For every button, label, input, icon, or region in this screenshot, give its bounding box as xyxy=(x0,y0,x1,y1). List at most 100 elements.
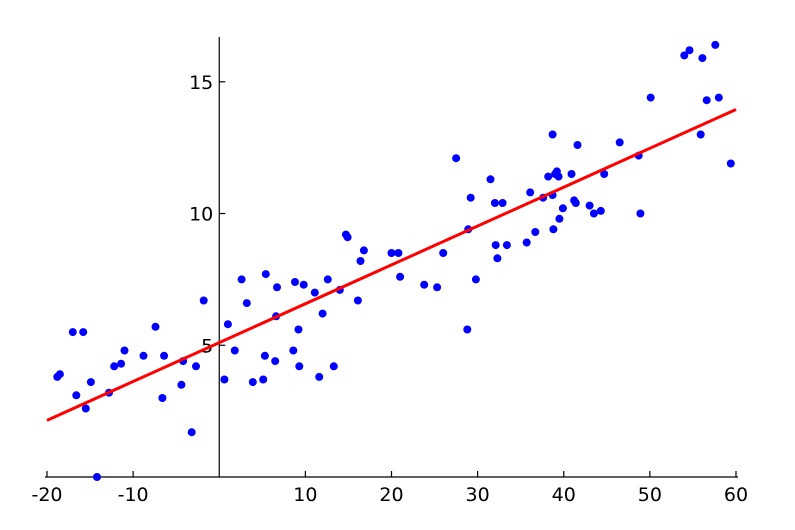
x-tick-label: 60 xyxy=(724,484,748,506)
data-point xyxy=(120,346,129,355)
data-point xyxy=(261,270,270,279)
x-tick-label: 30 xyxy=(466,484,490,506)
data-point xyxy=(151,322,160,331)
data-point xyxy=(636,209,645,218)
data-point xyxy=(273,283,281,292)
data-point xyxy=(260,351,269,360)
data-point xyxy=(549,225,558,234)
data-point xyxy=(242,299,251,308)
data-point xyxy=(299,280,308,289)
data-point xyxy=(646,93,655,102)
data-point xyxy=(685,46,694,55)
data-point xyxy=(86,378,95,387)
data-point xyxy=(439,249,448,257)
data-point xyxy=(526,188,535,197)
regression-line xyxy=(46,108,737,422)
x-tick-label: 40 xyxy=(552,484,576,506)
data-point xyxy=(463,325,472,334)
data-point xyxy=(237,275,246,284)
data-point xyxy=(68,328,77,337)
data-point xyxy=(600,170,609,178)
data-point xyxy=(387,249,396,257)
data-points xyxy=(53,40,735,481)
data-point xyxy=(329,362,338,371)
data-point xyxy=(396,272,405,281)
y-tick-label: 10 xyxy=(189,204,213,226)
x-tick-label: 10 xyxy=(293,484,317,506)
data-point xyxy=(117,359,126,368)
data-point xyxy=(248,378,257,387)
data-point xyxy=(291,278,299,286)
data-point xyxy=(394,249,403,257)
data-point xyxy=(531,228,540,236)
data-point xyxy=(714,93,723,102)
data-point xyxy=(490,199,499,207)
data-point xyxy=(522,238,531,247)
x-axis-ticks: -20 -10 10 20 30 40 50 60 xyxy=(31,471,748,506)
data-point xyxy=(544,172,553,181)
data-point xyxy=(353,296,362,305)
y-tick-label: 5 xyxy=(201,335,213,357)
data-point xyxy=(223,320,232,329)
data-point xyxy=(589,209,598,218)
data-point xyxy=(356,257,365,265)
data-point xyxy=(323,275,332,284)
data-point xyxy=(220,375,229,384)
data-point xyxy=(177,380,186,389)
data-point xyxy=(230,346,239,355)
data-point xyxy=(548,130,557,139)
data-point xyxy=(110,362,119,371)
data-point xyxy=(139,351,148,360)
data-point xyxy=(271,357,280,366)
data-point xyxy=(318,309,327,318)
x-tick-label: -10 xyxy=(118,484,149,506)
data-point xyxy=(615,138,624,147)
data-point xyxy=(702,96,711,105)
data-point xyxy=(289,346,298,355)
data-point xyxy=(452,154,461,163)
data-point xyxy=(187,428,196,437)
data-point xyxy=(433,283,442,292)
data-point xyxy=(555,214,564,223)
data-point xyxy=(158,394,167,402)
data-point xyxy=(55,370,64,379)
data-point xyxy=(359,246,368,255)
x-tick-label: 20 xyxy=(379,484,403,506)
data-point xyxy=(466,193,475,202)
data-point xyxy=(596,206,605,215)
data-point xyxy=(585,201,594,210)
data-point xyxy=(486,175,495,184)
x-tick-label: 50 xyxy=(638,484,662,506)
data-point xyxy=(295,362,304,371)
data-point xyxy=(554,172,563,181)
data-point xyxy=(259,375,268,384)
data-point xyxy=(571,199,580,207)
data-point xyxy=(79,328,88,337)
y-tick-label: 15 xyxy=(189,72,213,94)
data-point xyxy=(502,241,511,250)
data-point xyxy=(81,404,90,413)
data-point xyxy=(573,141,582,149)
data-point xyxy=(72,391,81,400)
data-point xyxy=(310,288,319,297)
data-point xyxy=(471,275,480,284)
data-point xyxy=(420,280,429,289)
data-point xyxy=(711,40,720,49)
data-point xyxy=(294,325,303,334)
data-point xyxy=(493,254,502,263)
x-tick-label: -20 xyxy=(31,484,62,506)
data-point xyxy=(491,241,500,250)
data-point xyxy=(567,170,576,178)
data-point xyxy=(498,199,507,207)
data-point xyxy=(343,233,352,242)
data-point xyxy=(726,159,735,168)
data-point xyxy=(315,372,324,381)
data-point xyxy=(698,54,707,63)
data-point xyxy=(199,296,208,305)
data-point xyxy=(696,130,705,139)
data-point xyxy=(680,51,689,60)
y-axis-ticks: 5 10 15 xyxy=(189,72,226,357)
data-point xyxy=(558,204,567,213)
data-point xyxy=(93,473,101,481)
